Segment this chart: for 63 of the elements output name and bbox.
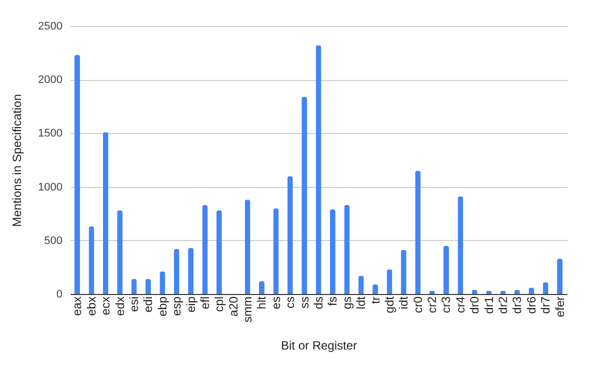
x-axis-title: Bit or Register <box>280 338 358 352</box>
y-tick-label: 1000 <box>38 181 62 194</box>
x-tick-label: es <box>268 296 283 310</box>
x-tick-label: cs <box>283 296 298 308</box>
bar <box>273 208 279 294</box>
bar <box>188 248 194 294</box>
x-tick-label: dr3 <box>510 296 524 314</box>
x-tick-label: cr0 <box>410 296 425 314</box>
x-tick-label: dr7 <box>538 296 553 314</box>
x-tick-label: efl <box>198 296 212 310</box>
x-tick-label: smm <box>240 296 255 322</box>
x-tick-label: tr <box>368 296 382 304</box>
x-tick-label: edx <box>112 296 127 316</box>
y-tick-label: 1500 <box>38 128 62 140</box>
bar <box>330 209 336 294</box>
bar <box>287 176 293 294</box>
x-tick-label: esp <box>170 296 184 316</box>
bar <box>316 45 322 294</box>
bar <box>216 210 222 294</box>
y-tick-label: 2000 <box>38 74 62 86</box>
x-tick-label: cr3 <box>439 296 454 314</box>
bar <box>444 246 449 294</box>
bar <box>88 226 94 294</box>
x-tick-label: gs <box>340 296 354 310</box>
bar <box>415 170 421 294</box>
x-tick-label: a20 <box>226 296 240 317</box>
bar <box>102 132 108 294</box>
bar <box>202 205 208 294</box>
x-tick-label: cr4 <box>453 296 468 314</box>
bar <box>458 196 464 294</box>
x-tick-label: cr2 <box>425 296 440 314</box>
x-tick-label: edi <box>141 296 156 313</box>
bar <box>160 271 166 294</box>
x-tick-label: ss <box>297 296 312 308</box>
x-tick-label: ecx <box>98 296 113 316</box>
x-tick-label: dr0 <box>468 296 482 314</box>
x-tick-label: cpl <box>212 296 226 312</box>
bar <box>386 269 392 294</box>
x-tick-label: idt <box>396 296 411 310</box>
bar <box>117 210 123 294</box>
y-tick-label: 0 <box>56 288 62 300</box>
x-tick-label: esi <box>127 296 142 312</box>
y-tick-label: 500 <box>44 234 62 247</box>
bar <box>302 96 308 294</box>
y-axis-title: Mentions in Specification <box>10 94 24 227</box>
x-tick-label: hlt <box>254 296 269 310</box>
x-tick-label: ebp <box>155 296 170 317</box>
bar <box>244 200 250 294</box>
x-tick-label: efer <box>552 296 567 318</box>
x-tick-label: dr6 <box>524 296 538 314</box>
x-tick-label: dr2 <box>496 296 510 314</box>
y-tick-label: 2500 <box>38 20 62 32</box>
x-tick-label: ds <box>312 296 326 310</box>
x-tick-label: ebx <box>84 296 98 316</box>
x-tick-label: dr1 <box>482 296 496 314</box>
bar <box>344 205 350 294</box>
x-tick-label: fs <box>326 296 340 306</box>
x-tick-label: eip <box>184 296 198 313</box>
x-tick-label: eax <box>70 296 84 316</box>
x-tick-label: gdt <box>382 296 396 314</box>
x-tick-label: ldt <box>354 296 368 310</box>
bar <box>174 248 180 294</box>
bar <box>400 250 406 294</box>
